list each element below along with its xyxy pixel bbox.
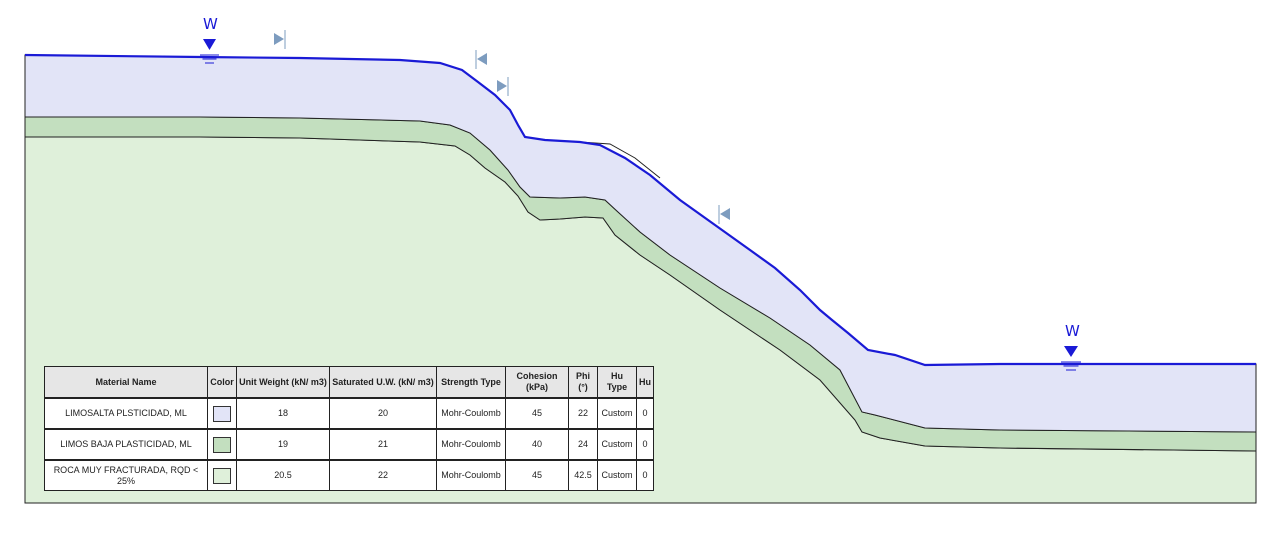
material-name: ROCA MUY FRACTURADA, RQD < 25% xyxy=(44,459,208,491)
header-saturated-uw: Saturated U.W. (kN/ m3) xyxy=(329,366,437,399)
water-marker-left: W xyxy=(200,15,219,64)
header-cohesion: Cohesion (kPa) xyxy=(505,366,569,399)
saturated-uw: 20 xyxy=(329,397,437,430)
header-strength-type: Strength Type xyxy=(436,366,506,399)
slope-limit-marker xyxy=(718,205,730,224)
material-color-cell xyxy=(207,428,237,461)
cohesion: 40 xyxy=(505,428,569,461)
water-marker-right: W xyxy=(1061,322,1081,371)
hu: 0 xyxy=(636,459,654,491)
phi: 22 xyxy=(568,397,598,430)
legend-row: ROCA MUY FRACTURADA, RQD < 25% 20.5 22 M… xyxy=(44,459,654,491)
header-hu-type: Hu Type xyxy=(597,366,637,399)
saturated-uw: 22 xyxy=(329,459,437,491)
cohesion: 45 xyxy=(505,397,569,430)
header-material-name: Material Name xyxy=(44,366,208,399)
phi: 24 xyxy=(568,428,598,461)
material-color-swatch xyxy=(213,436,231,453)
legend-header-row: Material Name Color Unit Weight (kN/ m3)… xyxy=(44,366,654,399)
header-color: Color xyxy=(207,366,237,399)
slope-limit-marker xyxy=(274,30,286,49)
unit-weight: 19 xyxy=(236,428,330,461)
cohesion: 45 xyxy=(505,459,569,491)
slope-limit-marker xyxy=(497,77,509,96)
slope-limit-marker xyxy=(475,50,487,69)
material-name: LIMOSALTA PLSTICIDAD, ML xyxy=(44,397,208,430)
header-phi: Phi (°) xyxy=(568,366,598,399)
original-ground-line xyxy=(579,141,661,179)
material-name: LIMOS BAJA PLASTICIDAD, ML xyxy=(44,428,208,461)
strength-type: Mohr-Coulomb xyxy=(436,428,506,461)
material-color-swatch xyxy=(213,467,231,484)
hu-type: Custom xyxy=(597,428,637,461)
water-label-left: W xyxy=(203,15,218,33)
material-color-cell xyxy=(207,397,237,430)
strength-type: Mohr-Coulomb xyxy=(436,397,506,430)
hu-type: Custom xyxy=(597,397,637,430)
materials-legend-table: Material Name Color Unit Weight (kN/ m3)… xyxy=(44,366,654,491)
material-color-swatch xyxy=(213,405,231,422)
water-label-right: W xyxy=(1065,322,1080,340)
header-hu: Hu xyxy=(636,366,654,399)
material-color-cell xyxy=(207,459,237,491)
phi: 42.5 xyxy=(568,459,598,491)
hu: 0 xyxy=(636,397,654,430)
hu-type: Custom xyxy=(597,459,637,491)
hu: 0 xyxy=(636,428,654,461)
legend-row: LIMOS BAJA PLASTICIDAD, ML 19 21 Mohr-Co… xyxy=(44,428,654,461)
unit-weight: 18 xyxy=(236,397,330,430)
strength-type: Mohr-Coulomb xyxy=(436,459,506,491)
saturated-uw: 21 xyxy=(329,428,437,461)
header-unit-weight: Unit Weight (kN/ m3) xyxy=(236,366,330,399)
water-table-line xyxy=(24,53,1256,367)
legend-row: LIMOSALTA PLSTICIDAD, ML 18 20 Mohr-Coul… xyxy=(44,397,654,430)
unit-weight: 20.5 xyxy=(236,459,330,491)
